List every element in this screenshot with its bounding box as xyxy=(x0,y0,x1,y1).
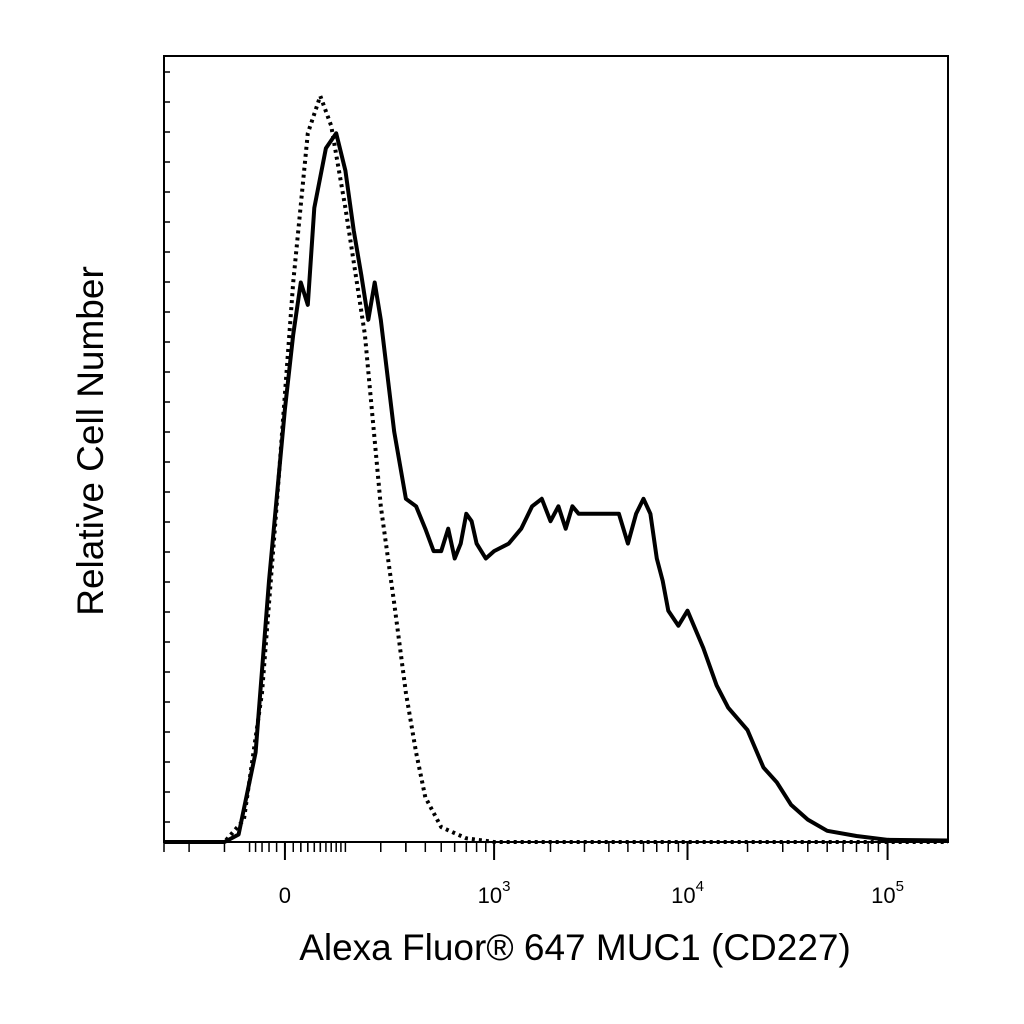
x-axis-title: Alexa Fluor® 647 MUC1 (CD227) xyxy=(299,927,851,968)
x-tick-label: 104 xyxy=(671,878,704,908)
series-line-dotted xyxy=(164,94,948,844)
x-axis-ticks xyxy=(163,842,889,860)
y-axis-title: Relative Cell Number xyxy=(70,266,111,616)
x-tick-label: 103 xyxy=(478,878,511,908)
series-line-solid xyxy=(164,131,949,844)
x-tick-label: 105 xyxy=(871,878,904,908)
x-axis-tick-labels: 0 103 104 105 xyxy=(279,878,904,908)
x-tick-label: 0 xyxy=(279,883,291,908)
series-layer xyxy=(164,94,949,844)
y-axis-ticks xyxy=(164,71,170,823)
